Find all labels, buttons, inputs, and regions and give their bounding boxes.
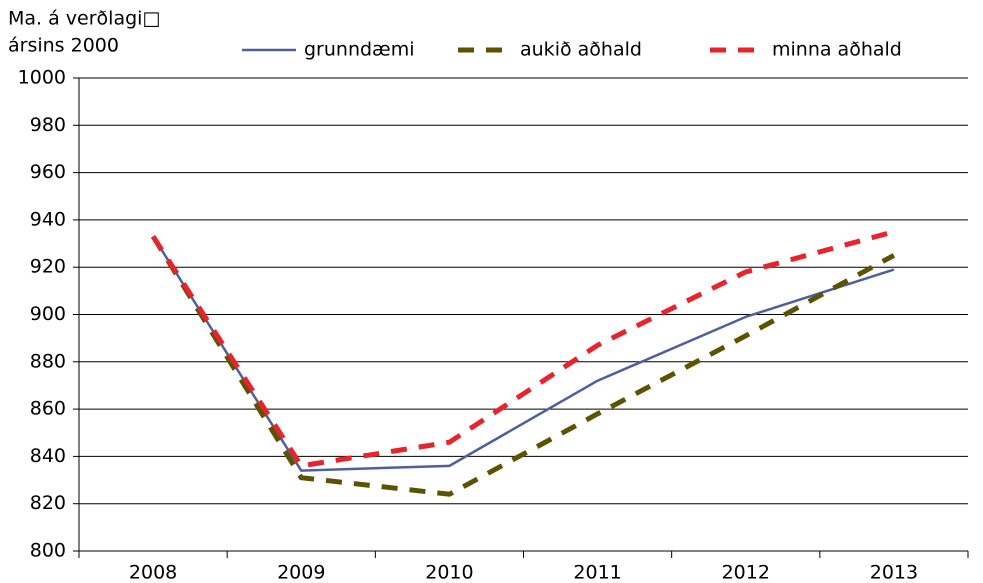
y-tick-label: 920 [30,256,66,278]
x-tick-label: 2010 [425,562,473,583]
y-axis-title: ársins 2000 [8,35,119,57]
x-tick-label: 2008 [129,562,177,583]
y-tick-label: 980 [30,114,66,136]
x-tick-label: 2013 [870,562,918,583]
legend-label: grunndæmi [304,39,415,61]
series-line [150,235,896,497]
x-tick-label: 2009 [277,562,325,583]
y-tick-label: 940 [30,208,66,230]
x-tick-label: 2012 [722,562,770,583]
x-tick-label: 2011 [573,562,621,583]
y-axis-title: Ma. á verðlagi□ [8,8,160,30]
y-tick-label: 800 [30,540,66,562]
y-tick-label: 960 [30,161,66,183]
y-tick-label: 860 [30,398,66,420]
y-tick-label: 880 [30,350,66,372]
y-tick-label: 840 [30,445,66,467]
series-line [152,235,895,472]
y-tick-label: 1000 [18,67,66,89]
legend-label: minna aðhald [772,39,902,61]
y-tick-label: 820 [30,492,66,514]
series-line [150,229,895,469]
legend-label: aukið aðhald [520,39,642,61]
y-tick-label: 900 [30,303,66,325]
